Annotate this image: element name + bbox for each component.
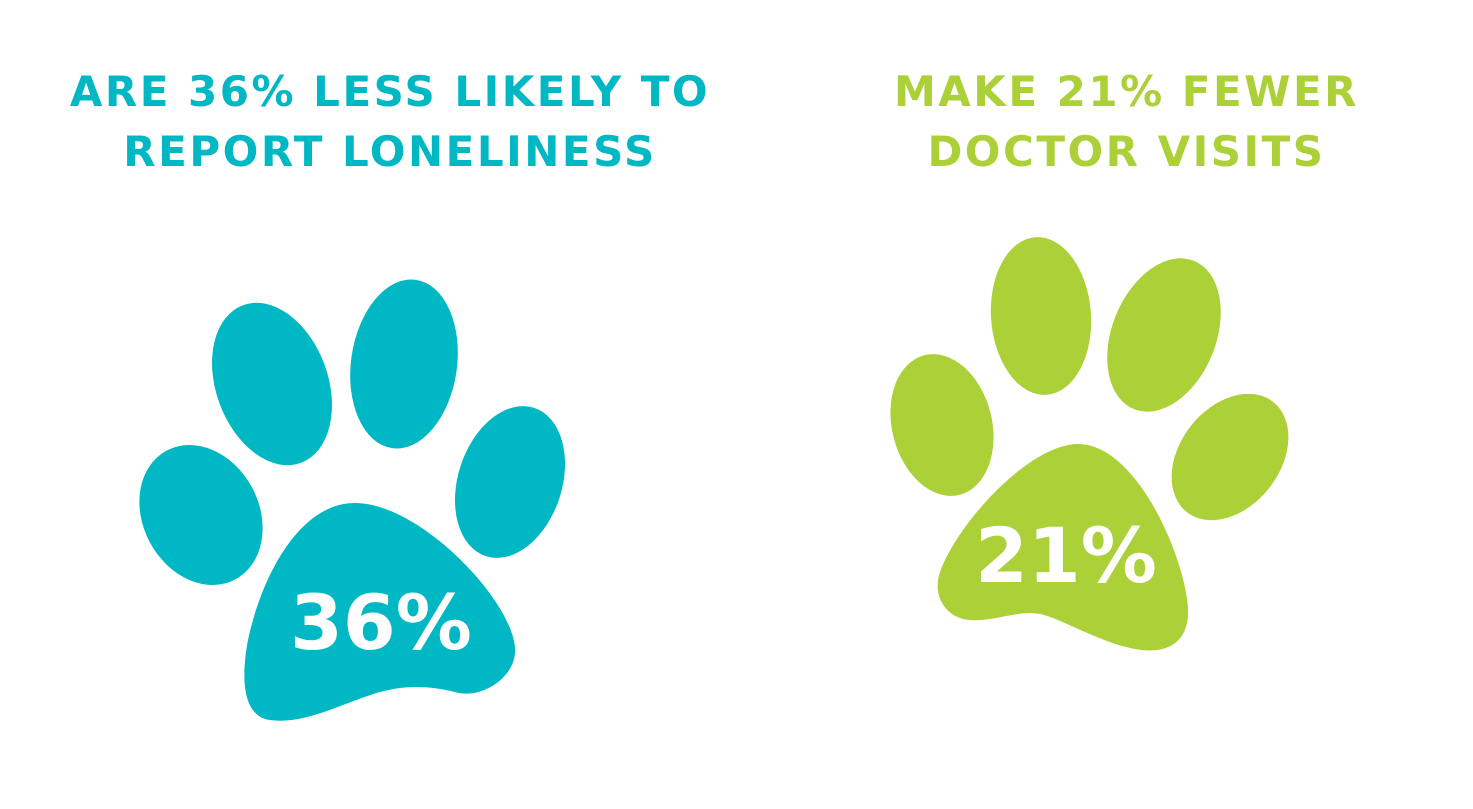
- stat-loneliness: ARE 36% LESS LIKELY TO REPORT LONELINESS…: [0, 62, 780, 721]
- stat-heading: ARE 36% LESS LIKELY TO REPORT LONELINESS: [0, 62, 780, 182]
- paw-print-icon: 36%: [139, 279, 566, 721]
- stat-heading-line: DOCTOR VISITS: [927, 127, 1326, 176]
- stat-heading-line: ARE 36% LESS LIKELY TO: [69, 67, 711, 116]
- paw-toe: [212, 302, 332, 466]
- stat-doctor-visits: MAKE 21% FEWER DOCTOR VISITS 21%: [780, 0, 1473, 809]
- stat-heading: MAKE 21% FEWER DOCTOR VISITS: [780, 62, 1473, 182]
- paw-toe: [139, 445, 263, 585]
- stat-heading-line: REPORT LONELINESS: [123, 127, 657, 176]
- paw-print-icon: 21%: [890, 237, 1289, 651]
- paw-toe: [1171, 393, 1289, 521]
- paw-toe: [1107, 258, 1221, 412]
- paw-toe: [350, 279, 458, 449]
- paw-pad: [937, 444, 1189, 651]
- paw-pad: [244, 503, 516, 721]
- stat-percent: 21%: [975, 511, 1157, 600]
- paw-toe: [890, 354, 994, 496]
- stat-heading-line: MAKE 21% FEWER: [893, 67, 1360, 116]
- stat-percent: 36%: [290, 578, 472, 667]
- paw-toe: [990, 237, 1092, 395]
- paw-toe: [454, 406, 566, 558]
